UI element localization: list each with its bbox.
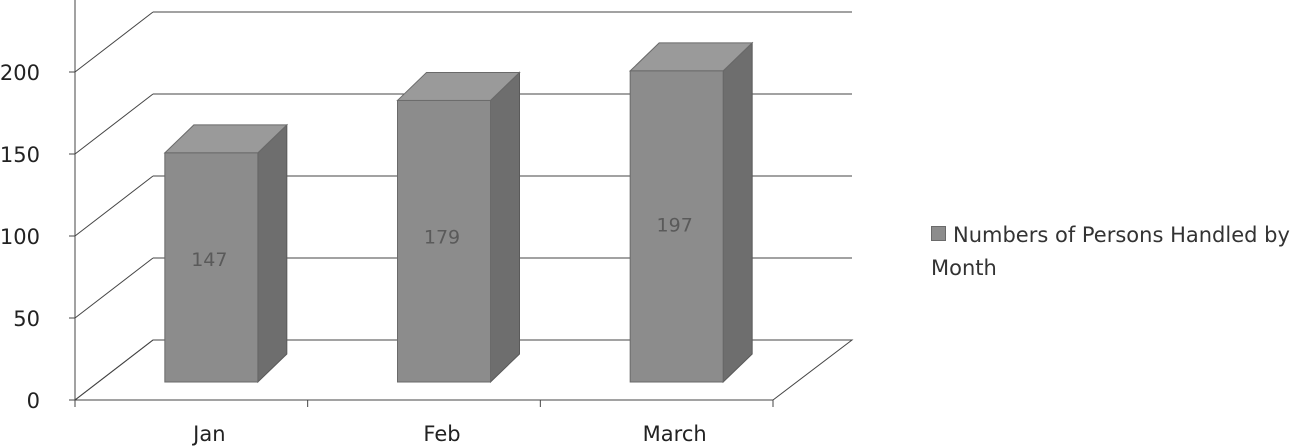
y-tick-label: 150: [0, 143, 40, 167]
axes: 0 50 100 150 200: [0, 0, 854, 413]
bar-front: [629, 70, 724, 383]
bar-front: [397, 99, 491, 383]
bar: [163, 123, 289, 384]
x-tick-label: March: [643, 422, 707, 446]
bar: [628, 41, 754, 384]
labels: 147 179 197 Jan Feb March: [191, 214, 707, 446]
data-label: 147: [191, 249, 227, 271]
data-label: 179: [424, 227, 460, 249]
bar-side: [257, 123, 288, 384]
side-gridline: [74, 11, 154, 73]
side-gridline: [74, 175, 154, 237]
legend: Numbers of Persons Handled by Month: [931, 219, 1301, 285]
bar: [396, 71, 521, 384]
x-tick-label: Feb: [423, 422, 460, 446]
data-label: 197: [657, 214, 693, 236]
bar-side: [722, 41, 753, 384]
legend-swatch: [931, 226, 946, 241]
bars: [163, 41, 754, 384]
y-tick-label: 0: [27, 389, 40, 413]
bar-side: [490, 71, 520, 384]
y-tick-label: 200: [0, 61, 40, 85]
x-tick-label: Jan: [191, 422, 225, 446]
y-tick-label: 100: [0, 225, 40, 249]
side-gridline: [74, 93, 154, 155]
legend-label: Numbers of Persons Handled by Month: [931, 223, 1290, 280]
bar-front: [164, 152, 259, 383]
y-tick-label: 50: [13, 307, 40, 331]
side-gridline: [74, 257, 154, 319]
